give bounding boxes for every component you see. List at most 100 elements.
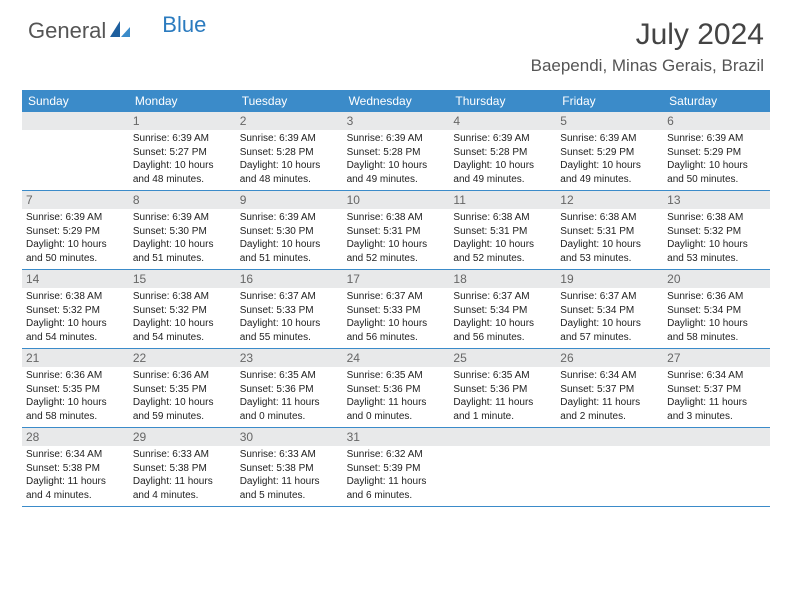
day-cell: [449, 428, 556, 506]
day-content: Sunrise: 6:36 AMSunset: 5:35 PMDaylight:…: [129, 367, 236, 427]
day-cell: 20Sunrise: 6:36 AMSunset: 5:34 PMDayligh…: [663, 270, 770, 348]
sunrise-text: Sunrise: 6:33 AM: [133, 448, 232, 462]
day-cell: 18Sunrise: 6:37 AMSunset: 5:34 PMDayligh…: [449, 270, 556, 348]
week-row: 28Sunrise: 6:34 AMSunset: 5:38 PMDayligh…: [22, 428, 770, 507]
day-number: 4: [449, 112, 556, 130]
sunset-text: Sunset: 5:32 PM: [26, 304, 125, 318]
daylight-text: Daylight: 10 hours and 57 minutes.: [560, 317, 659, 344]
day-number: 28: [22, 428, 129, 446]
sunrise-text: Sunrise: 6:35 AM: [453, 369, 552, 383]
day-number: 9: [236, 191, 343, 209]
dow-wednesday: Wednesday: [343, 90, 450, 112]
day-number: 24: [343, 349, 450, 367]
daylight-text: Daylight: 10 hours and 54 minutes.: [26, 317, 125, 344]
daylight-text: Daylight: 11 hours and 5 minutes.: [240, 475, 339, 502]
day-cell: 4 Sunrise: 6:39 AMSunset: 5:28 PMDaylight…: [449, 112, 556, 190]
day-cell: 5Sunrise: 6:39 AMSunset: 5:29 PMDaylight…: [556, 112, 663, 190]
daylight-text: Daylight: 11 hours and 4 minutes.: [133, 475, 232, 502]
sunset-text: Sunset: 5:34 PM: [667, 304, 766, 318]
day-number: 27: [663, 349, 770, 367]
sunset-text: Sunset: 5:32 PM: [133, 304, 232, 318]
day-cell: 3Sunrise: 6:39 AMSunset: 5:28 PMDaylight…: [343, 112, 450, 190]
day-number: 23: [236, 349, 343, 367]
day-number: 18: [449, 270, 556, 288]
sunset-text: Sunset: 5:38 PM: [240, 462, 339, 476]
day-number: 11: [449, 191, 556, 209]
daylight-text: Daylight: 10 hours and 51 minutes.: [133, 238, 232, 265]
sunset-text: Sunset: 5:32 PM: [667, 225, 766, 239]
sunrise-text: Sunrise: 6:37 AM: [453, 290, 552, 304]
sunrise-text: Sunrise: 6:39 AM: [240, 132, 339, 146]
day-cell: [663, 428, 770, 506]
week-row: 1Sunrise: 6:39 AMSunset: 5:27 PMDaylight…: [22, 112, 770, 191]
daylight-text: Daylight: 10 hours and 49 minutes.: [453, 159, 552, 186]
day-cell: 11Sunrise: 6:38 AMSunset: 5:31 PMDayligh…: [449, 191, 556, 269]
daylight-text: Daylight: 10 hours and 48 minutes.: [133, 159, 232, 186]
day-cell: 13Sunrise: 6:38 AMSunset: 5:32 PMDayligh…: [663, 191, 770, 269]
daylight-text: Daylight: 11 hours and 1 minute.: [453, 396, 552, 423]
sunset-text: Sunset: 5:37 PM: [560, 383, 659, 397]
week-row: 14Sunrise: 6:38 AMSunset: 5:32 PMDayligh…: [22, 270, 770, 349]
sunrise-text: Sunrise: 6:38 AM: [133, 290, 232, 304]
sunset-text: Sunset: 5:28 PM: [453, 146, 552, 160]
sunrise-text: Sunrise: 6:38 AM: [667, 211, 766, 225]
day-content: Sunrise: 6:34 AMSunset: 5:37 PMDaylight:…: [556, 367, 663, 427]
day-cell: 30Sunrise: 6:33 AMSunset: 5:38 PMDayligh…: [236, 428, 343, 506]
sunset-text: Sunset: 5:31 PM: [347, 225, 446, 239]
day-content: Sunrise: 6:38 AMSunset: 5:31 PMDaylight:…: [556, 209, 663, 269]
sunrise-text: Sunrise: 6:35 AM: [240, 369, 339, 383]
dow-tuesday: Tuesday: [236, 90, 343, 112]
day-number: 7: [22, 191, 129, 209]
sunset-text: Sunset: 5:27 PM: [133, 146, 232, 160]
title-block: July 2024 Baependi, Minas Gerais, Brazil: [531, 18, 764, 76]
sunset-text: Sunset: 5:29 PM: [667, 146, 766, 160]
week-row: 21Sunrise: 6:36 AMSunset: 5:35 PMDayligh…: [22, 349, 770, 428]
day-content: [663, 446, 770, 502]
sunset-text: Sunset: 5:33 PM: [240, 304, 339, 318]
daylight-text: Daylight: 11 hours and 6 minutes.: [347, 475, 446, 502]
sunrise-text: Sunrise: 6:34 AM: [667, 369, 766, 383]
daylight-text: Daylight: 10 hours and 48 minutes.: [240, 159, 339, 186]
day-content: Sunrise: 6:34 AMSunset: 5:37 PMDaylight:…: [663, 367, 770, 427]
day-content: Sunrise: 6:37 AMSunset: 5:34 PMDaylight:…: [449, 288, 556, 348]
sunrise-text: Sunrise: 6:36 AM: [667, 290, 766, 304]
daylight-text: Daylight: 10 hours and 52 minutes.: [347, 238, 446, 265]
day-content: [449, 446, 556, 502]
day-cell: 17Sunrise: 6:37 AMSunset: 5:33 PMDayligh…: [343, 270, 450, 348]
sunrise-text: Sunrise: 6:38 AM: [560, 211, 659, 225]
day-cell: 23Sunrise: 6:35 AMSunset: 5:36 PMDayligh…: [236, 349, 343, 427]
daylight-text: Daylight: 11 hours and 0 minutes.: [347, 396, 446, 423]
sunset-text: Sunset: 5:28 PM: [240, 146, 339, 160]
day-cell: 28Sunrise: 6:34 AMSunset: 5:38 PMDayligh…: [22, 428, 129, 506]
day-number: 1: [129, 112, 236, 130]
logo-text-blue: Blue: [162, 12, 206, 38]
day-number: 17: [343, 270, 450, 288]
sunset-text: Sunset: 5:34 PM: [453, 304, 552, 318]
day-number: 13: [663, 191, 770, 209]
day-number: 15: [129, 270, 236, 288]
day-content: Sunrise: 6:39 AMSunset: 5:30 PMDaylight:…: [236, 209, 343, 269]
sunrise-text: Sunrise: 6:39 AM: [453, 132, 552, 146]
day-number: 16: [236, 270, 343, 288]
day-content: Sunrise: 6:35 AMSunset: 5:36 PMDaylight:…: [236, 367, 343, 427]
day-content: Sunrise: 6:37 AMSunset: 5:33 PMDaylight:…: [236, 288, 343, 348]
day-number: [556, 428, 663, 446]
header: General Blue July 2024 Baependi, Minas G…: [0, 0, 792, 84]
sunset-text: Sunset: 5:30 PM: [133, 225, 232, 239]
day-content: Sunrise: 6:39 AMSunset: 5:29 PMDaylight:…: [556, 130, 663, 190]
dow-sunday: Sunday: [22, 90, 129, 112]
day-content: Sunrise: 6:38 AMSunset: 5:32 PMDaylight:…: [22, 288, 129, 348]
day-cell: 14Sunrise: 6:38 AMSunset: 5:32 PMDayligh…: [22, 270, 129, 348]
sunrise-text: Sunrise: 6:34 AM: [26, 448, 125, 462]
sunrise-text: Sunrise: 6:39 AM: [667, 132, 766, 146]
day-cell: 26Sunrise: 6:34 AMSunset: 5:37 PMDayligh…: [556, 349, 663, 427]
day-cell: 12Sunrise: 6:38 AMSunset: 5:31 PMDayligh…: [556, 191, 663, 269]
day-content: Sunrise: 6:36 AMSunset: 5:34 PMDaylight:…: [663, 288, 770, 348]
sunset-text: Sunset: 5:35 PM: [133, 383, 232, 397]
sunset-text: Sunset: 5:35 PM: [26, 383, 125, 397]
day-content: Sunrise: 6:38 AMSunset: 5:32 PMDaylight:…: [663, 209, 770, 269]
sunrise-text: Sunrise: 6:37 AM: [347, 290, 446, 304]
sunset-text: Sunset: 5:29 PM: [560, 146, 659, 160]
day-number: 5: [556, 112, 663, 130]
day-number: 12: [556, 191, 663, 209]
